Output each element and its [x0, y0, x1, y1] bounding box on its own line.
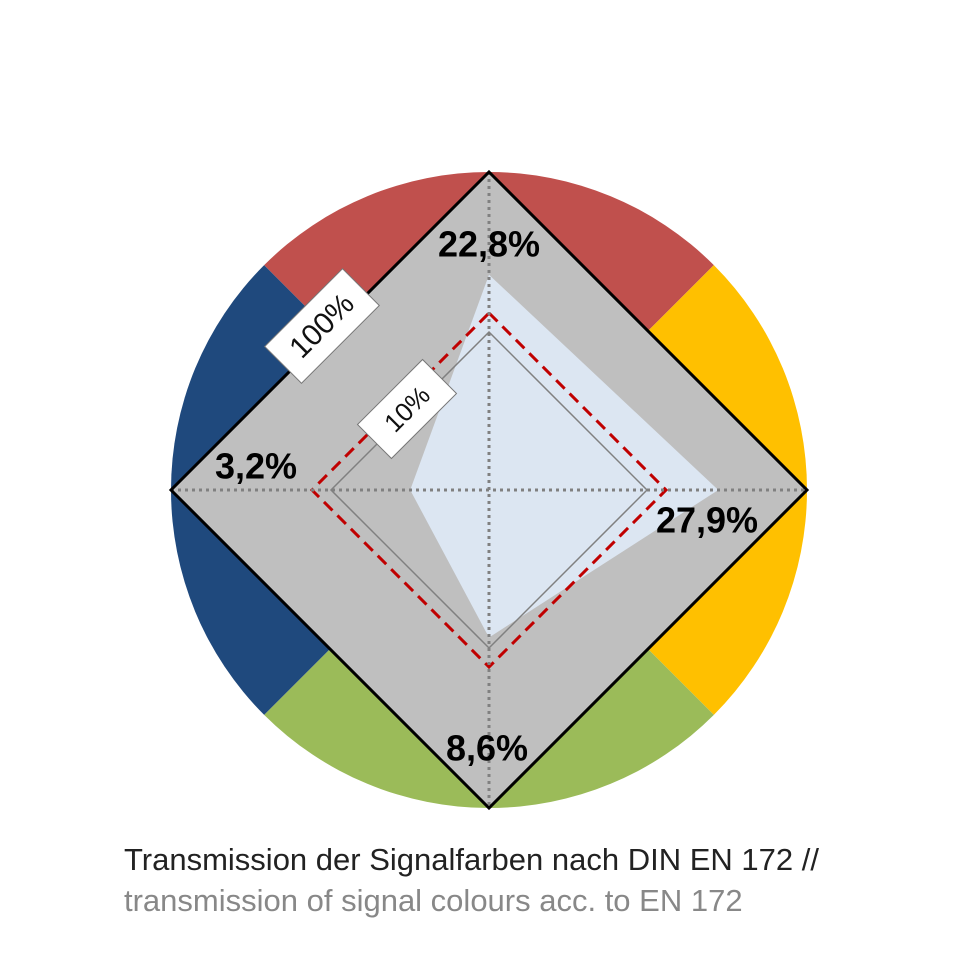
value-labels: 22,8% 27,9% 8,6% 3,2% — [215, 224, 758, 769]
reference-diamond-dashed — [309, 310, 669, 670]
value-label-green: 8,6% — [446, 728, 528, 769]
value-label-blue: 3,2% — [215, 446, 297, 487]
outer-diamond-outline — [168, 169, 810, 811]
value-label-yellow: 27,9% — [656, 500, 758, 541]
axis-lines — [171, 172, 807, 808]
value-label-red: 22,8% — [438, 224, 540, 265]
caption-german: Transmission der Signalfarben nach DIN E… — [124, 842, 819, 877]
caption-english: transmission of signal colours acc. to E… — [124, 883, 743, 918]
data-area — [410, 274, 719, 638]
